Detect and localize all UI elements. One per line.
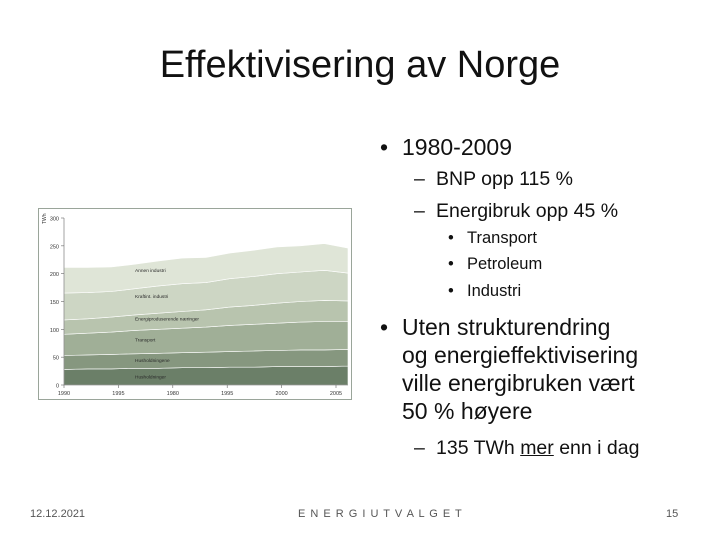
subsubbullet-transport: • Transport [448, 229, 537, 248]
slide-title: Effektivisering av Norge [159, 44, 561, 86]
y-tick-label: 300 [50, 217, 59, 223]
footer-page-number: 15 [666, 508, 679, 520]
subsubbullet-text: Industri [467, 282, 522, 300]
x-tick-label: 1980 [167, 391, 179, 397]
y-tick-label: 200 [50, 272, 59, 278]
x-tick-label: 1995 [112, 391, 124, 397]
x-tick-label: 1995 [221, 391, 233, 397]
y-tick-label: 150 [50, 300, 59, 306]
footer-date: 12.12.2021 [30, 508, 86, 520]
series-label: Annen industri [135, 268, 166, 274]
bullet-text: 1980-2009 [402, 134, 512, 160]
y-axis-label: TWh [42, 213, 48, 224]
subsubbullet-text: Transport [467, 229, 537, 247]
x-tick-label: 1990 [58, 391, 70, 397]
bullet-dot-icon: • [448, 255, 454, 273]
dash-icon: – [414, 168, 425, 190]
series-label: Husholdninger [135, 374, 166, 380]
bullet-line: Uten strukturendring [402, 314, 611, 340]
subsubbullet-text: Petroleum [467, 255, 543, 273]
series-label: Husholdningene [135, 358, 170, 364]
subbullet-bnp: – BNP opp 115 % [414, 168, 573, 191]
bullet-uten-strukturendring: • Uten strukturendring og energieffektivis… [380, 313, 638, 425]
x-tick-label: 2000 [275, 391, 287, 397]
series-label: Energiproduserende næringer [135, 316, 199, 322]
subbullet-135-twh: –135 TWh mer enn i dag [414, 437, 639, 460]
series-label: Kraftint. industri [135, 294, 168, 300]
subbullet-text-post: enn i dag [553, 437, 640, 459]
energy-use-area-chart: 0 50 100 150 200 250 300 TWh 1990 1995 1980 1995 200… [38, 208, 352, 400]
subbullet-text-mer: mer [520, 437, 554, 459]
y-tick-label: 50 [53, 356, 59, 362]
bullet-dot-icon: • [380, 314, 389, 340]
subbullet-text: Energibruk opp 45 % [436, 200, 619, 222]
subbullet-text-pre: 135 TWh [436, 437, 521, 459]
y-tick-label: 250 [50, 244, 59, 250]
subsubbullet-petroleum: • Petroleum [448, 255, 542, 274]
subbullet-energibruk: – Energibruk opp 45 % [414, 200, 618, 223]
bullet-line: ville energibruken vært [402, 370, 635, 396]
dash-icon: – [414, 200, 425, 222]
footer-center: E N E R G I U T V A L G E T [298, 508, 463, 520]
series-label: Transport [135, 338, 156, 344]
bullet-line: 50 % høyere [402, 398, 533, 424]
subsubbullet-industri: • Industri [448, 282, 521, 301]
area-series-6 [63, 243, 349, 294]
x-tick-label: 2005 [330, 391, 342, 397]
bullet-dot-icon: • [380, 134, 389, 160]
dash-icon: – [414, 437, 425, 459]
subbullet-text: BNP opp 115 % [436, 168, 573, 190]
bullet-line: og energieffektivisering [402, 342, 639, 368]
bullet-1980-2009: • 1980-2009 [380, 134, 512, 161]
bullet-dot-icon: • [448, 282, 454, 300]
bullet-text-block: Uten strukturendring og energieffektivise… [402, 313, 638, 425]
y-tick-label: 0 [56, 384, 59, 390]
y-tick-label: 100 [50, 328, 59, 334]
bullet-dot-icon: • [448, 229, 454, 247]
